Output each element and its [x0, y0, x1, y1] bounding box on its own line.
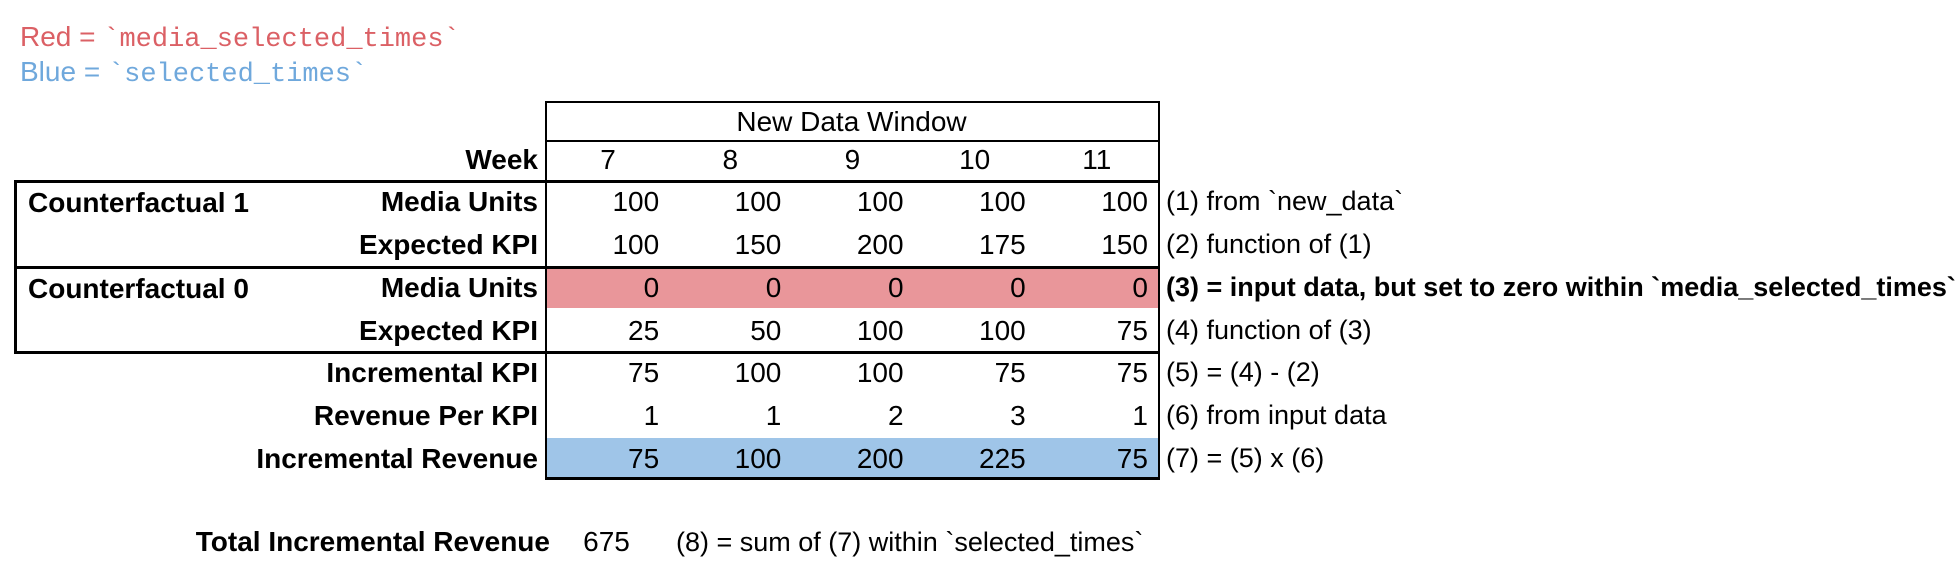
- new-data-window-header: New Data Window: [736, 106, 967, 137]
- value-cell: 75: [1116, 357, 1148, 388]
- value-cell: 100: [612, 186, 660, 217]
- value-cell: 0: [887, 272, 904, 303]
- data-left-border: [545, 101, 547, 480]
- row-label: Incremental Revenue: [256, 443, 538, 474]
- legend-blue: Blue = `selected_times`: [20, 55, 368, 90]
- row-annotation: (7) = (5) x (6): [1166, 443, 1325, 473]
- counterfactual0-bottom-border: [14, 351, 1160, 354]
- table-row-highlight-blue: 75 100 200 225 75: [547, 437, 1158, 480]
- week-cell: 9: [844, 144, 861, 175]
- value-cell: 100: [856, 315, 904, 346]
- week-row-label: Week: [465, 144, 538, 175]
- value-cell: 100: [856, 186, 904, 217]
- row-label: Expected KPI: [359, 315, 538, 346]
- value-cell: 0: [765, 272, 782, 303]
- total-incremental-revenue-label: Total Incremental Revenue: [195, 526, 550, 557]
- value-cell: 0: [1132, 272, 1148, 303]
- total-incremental-revenue-value: 675: [583, 526, 630, 557]
- highlight-band-selected-times: [547, 438, 1158, 477]
- value-cell: 1: [765, 400, 782, 431]
- row-annotation: (3) = input data, but set to zero within…: [1166, 272, 1956, 302]
- value-cell: 175: [979, 229, 1026, 260]
- table-row: 25 50 100 100 75: [547, 309, 1158, 352]
- table-row: 1 1 2 3 1: [547, 394, 1158, 437]
- row-annotation: (4) function of (3): [1166, 315, 1372, 345]
- header-box-bottom-border: [545, 140, 1160, 142]
- group-label-counterfactual-0: Counterfactual 0: [28, 273, 249, 304]
- row-label: Media Units: [380, 272, 538, 303]
- data-right-border: [1158, 101, 1160, 480]
- table-row: 100 150 200 175 150: [547, 223, 1158, 266]
- table-bottom-border: [545, 477, 1160, 480]
- counterfactual1-top-border: [14, 180, 1160, 183]
- value-cell: 225: [979, 443, 1026, 474]
- row-annotation: (5) = (4) - (2): [1166, 357, 1320, 387]
- value-cell: 100: [734, 357, 782, 388]
- value-cell: 2: [887, 400, 904, 431]
- row-annotation: (2) function of (1): [1166, 229, 1372, 259]
- value-cell: 25: [628, 315, 660, 346]
- legend-red-label: Red =: [20, 21, 104, 52]
- week-cell: 11: [1082, 144, 1112, 175]
- value-cell: 0: [1010, 272, 1026, 303]
- value-cell: 150: [1101, 229, 1148, 260]
- legend-blue-code: `selected_times`: [107, 60, 368, 90]
- value-cell: 100: [734, 186, 782, 217]
- total-annotation: (8) = sum of (7) within `selected_times`: [676, 527, 1144, 557]
- value-cell: 1: [643, 400, 660, 431]
- value-cell: 100: [979, 186, 1026, 217]
- highlight-band-media-selected-times: [547, 269, 1158, 308]
- week-cell: 10: [959, 144, 991, 175]
- value-cell: 100: [734, 443, 782, 474]
- value-cell: 200: [856, 443, 904, 474]
- legend-red-code: `media_selected_times`: [103, 25, 460, 55]
- value-cell: 100: [1101, 186, 1148, 217]
- table-row-highlight-red: 0 0 0 0 0: [547, 266, 1158, 309]
- value-cell: 100: [856, 357, 904, 388]
- header-box-top-border: [545, 101, 1160, 103]
- value-cell: 0: [643, 272, 660, 303]
- value-cell: 200: [856, 229, 904, 260]
- week-cell: 8: [722, 144, 739, 175]
- row-label: Incremental KPI: [326, 357, 538, 388]
- row-annotation: (6) from input data: [1166, 400, 1387, 430]
- row-label: Revenue Per KPI: [313, 400, 538, 431]
- value-cell: 1: [1132, 400, 1148, 431]
- legend-red: Red = `media_selected_times`: [20, 20, 460, 55]
- value-cell: 100: [979, 315, 1026, 346]
- label-box-left-border: [14, 180, 17, 354]
- table-row: 75 100 100 75 75: [547, 351, 1158, 394]
- value-cell: 75: [628, 357, 660, 388]
- value-cell: 3: [1010, 400, 1026, 431]
- row-label: Media Units: [380, 186, 538, 217]
- value-cell: 75: [1116, 315, 1148, 346]
- value-cell: 75: [994, 357, 1026, 388]
- table-row: 100 100 100 100 100: [547, 180, 1158, 223]
- row-label: Expected KPI: [359, 229, 538, 260]
- counterfactual0-top-border: [14, 266, 1160, 269]
- value-cell: 150: [734, 229, 782, 260]
- group-label-counterfactual-1: Counterfactual 1: [28, 187, 249, 218]
- week-cell: 7: [600, 144, 616, 175]
- value-cell: 75: [1116, 443, 1148, 474]
- legend-blue-label: Blue =: [20, 56, 108, 87]
- row-annotation: (1) from `new_data`: [1166, 186, 1404, 216]
- value-cell: 50: [750, 315, 782, 346]
- value-cell: 75: [628, 443, 660, 474]
- value-cell: 100: [612, 229, 660, 260]
- week-numbers-row: 7 8 9 10 11: [547, 140, 1158, 180]
